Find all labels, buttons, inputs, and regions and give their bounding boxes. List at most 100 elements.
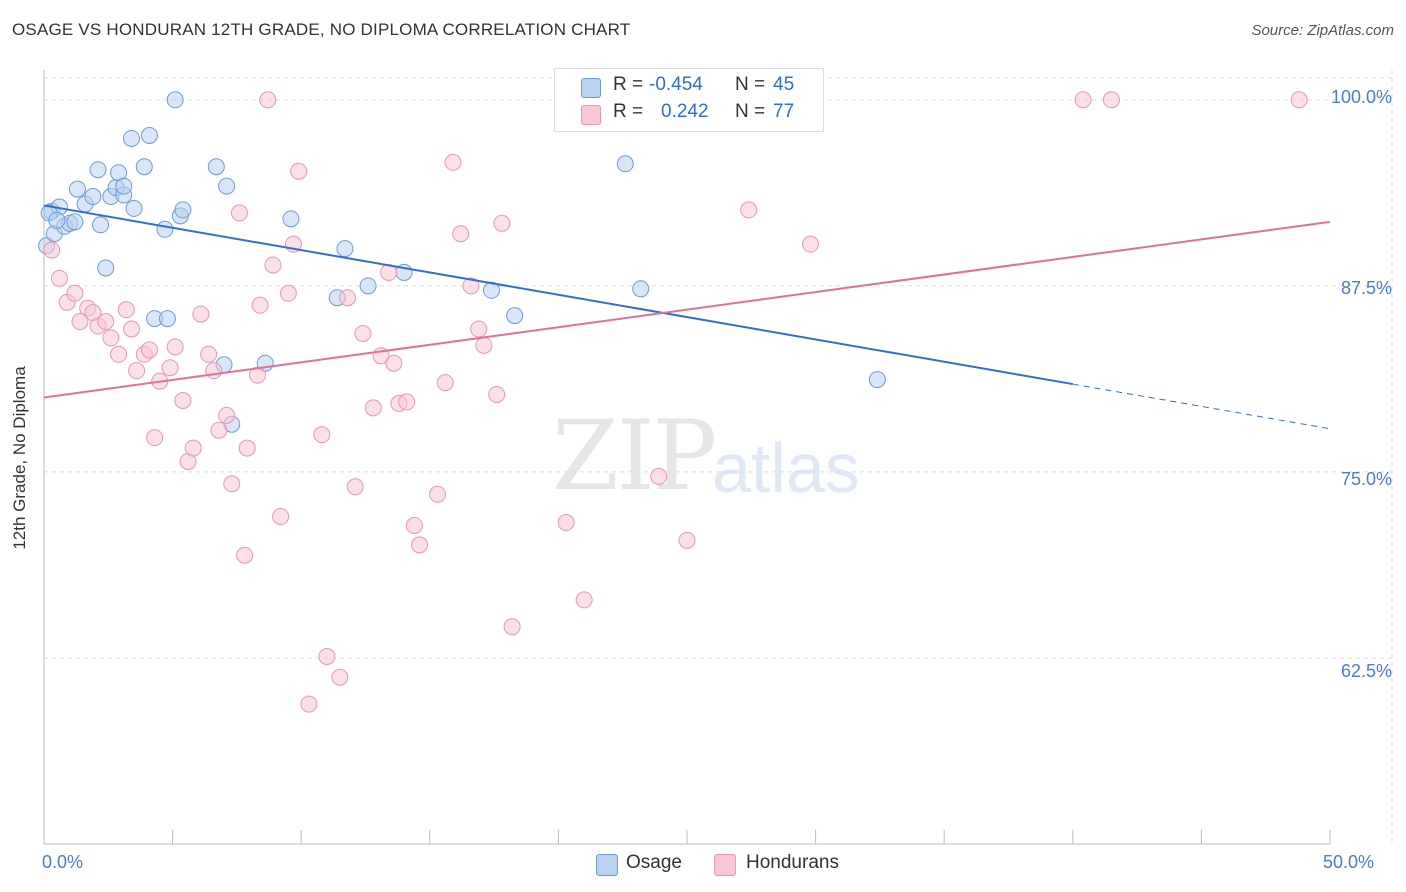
- hondurans-point: [398, 393, 416, 411]
- legend-row-osage: R = -0.454 N = 45: [555, 74, 823, 100]
- axes: [43, 70, 1331, 845]
- osage-point: [92, 216, 110, 234]
- osage-point: [166, 91, 184, 109]
- hondurans-point: [110, 345, 128, 363]
- hondurans-point: [122, 320, 140, 338]
- osage-legend-label: Osage: [626, 852, 682, 873]
- osage-point: [125, 199, 143, 217]
- legend-n-value-osage: 45: [773, 74, 795, 95]
- osage-point: [122, 129, 140, 147]
- hondurans-point: [1290, 91, 1308, 109]
- y-tick-label-87-5: 87.5%: [1340, 278, 1392, 298]
- hondurans-point: [128, 362, 146, 380]
- osage-point: [135, 158, 153, 176]
- hondurans-point: [140, 341, 158, 359]
- hondurans-point: [205, 362, 223, 380]
- hondurans-point: [411, 536, 429, 554]
- hondurans-point: [248, 366, 266, 384]
- legend-n-value-hondurans: 77: [773, 101, 795, 122]
- osage-point: [868, 371, 886, 389]
- hondurans-point: [678, 531, 696, 549]
- hondurans-point: [313, 426, 331, 444]
- osage-point: [218, 177, 236, 195]
- trend-lines: [43, 204, 1331, 430]
- hondurans-point: [444, 153, 462, 171]
- legend-n-label: N =: [735, 74, 766, 95]
- hondurans-point: [66, 284, 84, 302]
- y-axis-label: 12th Grade, No Diploma: [10, 366, 29, 550]
- hondurans-point: [174, 391, 192, 409]
- hondurans-point: [184, 439, 202, 457]
- hondurans-point: [192, 305, 210, 323]
- osage-point: [84, 188, 102, 206]
- hondurans-point: [429, 485, 447, 503]
- hondurans-point: [161, 359, 179, 377]
- hondurans-point: [1074, 91, 1092, 109]
- hondurans-point: [462, 277, 480, 295]
- hondurans-point: [740, 201, 758, 219]
- gridlines: [44, 70, 1393, 844]
- hondurans-point: [475, 336, 493, 354]
- osage-legend-swatch: [596, 854, 618, 876]
- hondurans-point: [300, 695, 318, 713]
- hondurans-point: [71, 313, 89, 331]
- hondurans-point: [346, 478, 364, 496]
- hondurans-point: [385, 354, 403, 372]
- hondurans-point: [290, 162, 308, 180]
- hondurans-point: [264, 256, 282, 274]
- x-tick-label-max: 50.0%: [1323, 852, 1375, 872]
- hondurans-point: [166, 338, 184, 356]
- hondurans-point: [318, 647, 336, 665]
- osage-point: [506, 307, 524, 325]
- hondurans-point: [354, 324, 372, 342]
- hondurans-point: [801, 235, 819, 253]
- hondurans-point: [259, 91, 277, 109]
- legend-row-hondurans: R = 0.242 N = 77: [555, 101, 823, 127]
- osage-point: [48, 211, 66, 229]
- osage-trend-line: [43, 204, 1073, 386]
- hondurans-point: [575, 591, 593, 609]
- hondurans-swatch: [581, 105, 601, 125]
- osage-point: [632, 280, 650, 298]
- hondurans-point: [50, 269, 68, 287]
- hondurans-legend-swatch: [714, 854, 736, 876]
- hondurans-point: [102, 329, 120, 347]
- osage-point: [174, 201, 192, 219]
- hondurans-point: [557, 513, 575, 531]
- y-tick-label-62-5: 62.5%: [1340, 661, 1392, 681]
- osage-point: [359, 277, 377, 295]
- hondurans-point: [452, 225, 470, 243]
- hondurans-point: [146, 429, 164, 447]
- y-tick-label-75: 75.0%: [1340, 469, 1392, 489]
- osage-point: [207, 158, 225, 176]
- osage-point: [66, 213, 84, 231]
- osage-point: [616, 155, 634, 173]
- hondurans-point: [279, 284, 297, 302]
- hondurans-point: [364, 399, 382, 417]
- osage-point: [156, 220, 174, 238]
- y-tick-label-100: 100.0%: [1330, 87, 1392, 107]
- watermark-zip: ZIP: [552, 400, 717, 512]
- osage-point: [282, 210, 300, 228]
- source-credit: Source: ZipAtlas.com: [1251, 22, 1394, 39]
- hondurans-point: [405, 516, 423, 534]
- osage-point: [115, 177, 133, 195]
- hondurans-point: [331, 668, 349, 686]
- hondurans-point: [210, 421, 228, 439]
- hondurans-point: [43, 241, 61, 259]
- x-tick-label-min: 0.0%: [42, 852, 84, 872]
- hondurans-point: [117, 301, 135, 319]
- hondurans-point: [200, 345, 218, 363]
- osage-point: [140, 126, 158, 144]
- hondurans-point: [223, 475, 241, 493]
- osage-point: [97, 259, 115, 277]
- osage-point: [158, 310, 176, 328]
- hondurans-point: [470, 320, 488, 338]
- hondurans-point: [230, 204, 248, 222]
- correlation-legend: R = -0.454 N = 45 R = 0.242 N = 77: [554, 68, 824, 132]
- osage-point: [89, 161, 107, 179]
- hondurans-point: [1102, 91, 1120, 109]
- osage-swatch: [581, 78, 601, 98]
- hondurans-point: [493, 214, 511, 232]
